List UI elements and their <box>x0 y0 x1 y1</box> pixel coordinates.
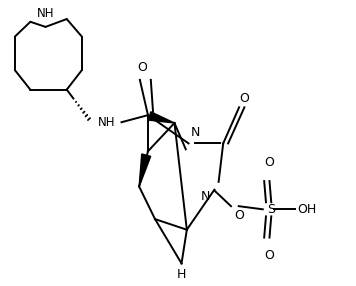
Text: O: O <box>264 249 274 262</box>
Text: O: O <box>234 209 244 222</box>
Text: O: O <box>239 92 248 105</box>
Polygon shape <box>139 154 151 186</box>
Polygon shape <box>149 112 174 123</box>
Text: S: S <box>267 203 275 216</box>
Text: NH: NH <box>37 7 54 20</box>
Text: O: O <box>264 156 274 169</box>
Text: N: N <box>190 126 200 140</box>
Text: OH: OH <box>297 203 316 216</box>
Text: N: N <box>201 190 210 203</box>
Text: NH: NH <box>98 116 115 129</box>
Text: H: H <box>177 268 186 281</box>
Text: O: O <box>138 61 148 74</box>
